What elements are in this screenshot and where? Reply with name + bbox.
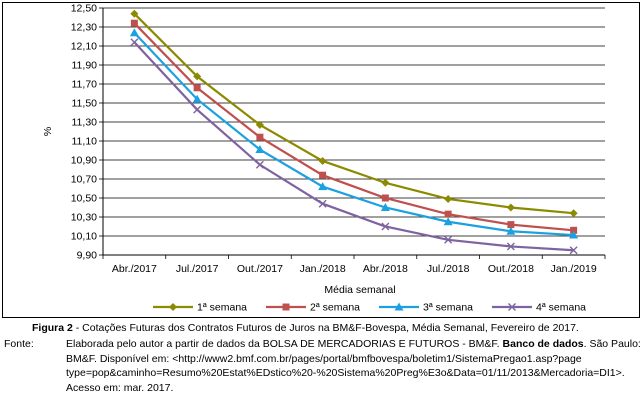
series-4-point xyxy=(381,222,390,231)
legend-marker-1 xyxy=(169,303,177,311)
x-tick-label: Abr./2018 xyxy=(363,263,408,275)
series-3-point xyxy=(255,145,265,154)
series-2-point xyxy=(570,226,578,234)
series-line-2 xyxy=(133,22,574,232)
y-tick-label: 12,10 xyxy=(71,41,97,53)
y-tick-label: 11,10 xyxy=(72,136,98,148)
y-tick-label: 9,90 xyxy=(77,250,98,262)
series-1-point xyxy=(255,120,264,129)
source-label: Fonte: xyxy=(4,338,34,350)
legend-marker-4 xyxy=(508,303,516,311)
series-4-point xyxy=(255,160,264,169)
series-line-1 xyxy=(133,12,574,215)
series-1-point xyxy=(130,9,139,18)
legend-marker-2 xyxy=(282,303,290,311)
series-2-point xyxy=(381,194,389,202)
y-tick-label: 12,30 xyxy=(71,22,97,34)
series-3-point xyxy=(569,230,579,239)
series-line-3 xyxy=(133,31,574,237)
legend-marker-3 xyxy=(394,302,404,311)
y-tick-label: 10,90 xyxy=(71,155,97,167)
x-tick-label: Jan./2018 xyxy=(300,263,346,275)
series-3-point xyxy=(318,182,328,191)
figure-caption: Figura 2 - Cotações Futuras dos Contrato… xyxy=(32,321,579,335)
series-2-point xyxy=(319,171,327,179)
series-4-point xyxy=(444,235,453,244)
series-3-point xyxy=(129,28,139,37)
series-3-point xyxy=(506,226,516,235)
source-line-1-text: Elaborada pelo autor a partir de dados d… xyxy=(66,338,503,350)
series-2-point xyxy=(507,221,515,229)
series-2-point xyxy=(130,19,138,27)
source-line-1-tail: . São Paulo: xyxy=(583,338,641,350)
series-4-point xyxy=(130,38,139,47)
y-tick-label: 10,10 xyxy=(71,231,97,243)
series-1-point xyxy=(506,203,515,212)
legend-label-2: 2ª semana xyxy=(310,302,360,314)
source-line-1-bold: Banco de dados xyxy=(502,338,584,350)
y-tick-label: 10,70 xyxy=(71,174,97,186)
caption-label: Figura 2 xyxy=(32,322,73,334)
y-axis-title: % xyxy=(42,127,54,136)
caption-text: - Cotações Futuras dos Contratos Futuros… xyxy=(72,322,579,334)
source-line-1: Elaborada pelo autor a partir de dados d… xyxy=(66,337,641,352)
x-tick-label: Out./2018 xyxy=(488,263,534,275)
series-2-point xyxy=(193,84,201,92)
series-3-point xyxy=(192,94,202,103)
x-tick-label: Abr./2017 xyxy=(112,263,157,275)
y-tick-label: 10,50 xyxy=(71,193,97,205)
legend-label-4: 4ª semana xyxy=(536,302,586,314)
line-chart: 9,90 10,10 10,30 10,50 10,70 10,90 11,10 11,30 1… xyxy=(42,3,606,314)
chart-frame: 9,90 10,10 10,30 10,50 10,70 10,90 11,10 11,30 1… xyxy=(2,2,640,318)
x-axis-title: Média semanal xyxy=(324,284,395,296)
source-body: Elaborada pelo autor a partir de dados d… xyxy=(66,337,641,395)
y-tick-label: 11,90 xyxy=(72,60,98,72)
source-line-4: Acesso em: mar. 2017. xyxy=(66,381,174,394)
x-tick-label: Jul./2018 xyxy=(427,263,470,275)
x-tick-label: Jul./2017 xyxy=(176,263,219,275)
x-tick-label: Jan./2019 xyxy=(551,263,597,275)
series-3-point xyxy=(443,217,453,226)
source-line-2: BM&F. Disponível em: <http://www2.bmf.co… xyxy=(66,352,582,365)
source-line-3: type=pop&caminho=Resumo%20Estat%EDstico%… xyxy=(66,367,625,379)
legend-label-1: 1ª semana xyxy=(197,302,247,314)
series-1-point xyxy=(193,72,202,81)
legend-label-3: 3ª semana xyxy=(423,302,473,314)
series-3-point xyxy=(380,203,390,211)
y-tick-label: 10,30 xyxy=(71,212,97,224)
series-1-point xyxy=(318,156,327,165)
series-1-point xyxy=(569,209,578,218)
series-1-point xyxy=(444,194,453,203)
x-tick-label: Out./2017 xyxy=(237,263,283,275)
series-2-point xyxy=(444,210,452,218)
series-1-point xyxy=(381,178,390,187)
series-line-4 xyxy=(133,41,574,252)
y-tick-label: 11,50 xyxy=(72,98,98,110)
series-2-point xyxy=(256,133,264,141)
y-tick-label: 11,70 xyxy=(72,79,98,91)
series-4-point xyxy=(506,242,515,251)
y-tick-label: 12,50 xyxy=(71,3,97,15)
series-4-point xyxy=(318,199,327,208)
series-4-point xyxy=(193,105,202,114)
series-4-point xyxy=(569,246,578,255)
y-tick-label: 11,30 xyxy=(72,117,98,129)
